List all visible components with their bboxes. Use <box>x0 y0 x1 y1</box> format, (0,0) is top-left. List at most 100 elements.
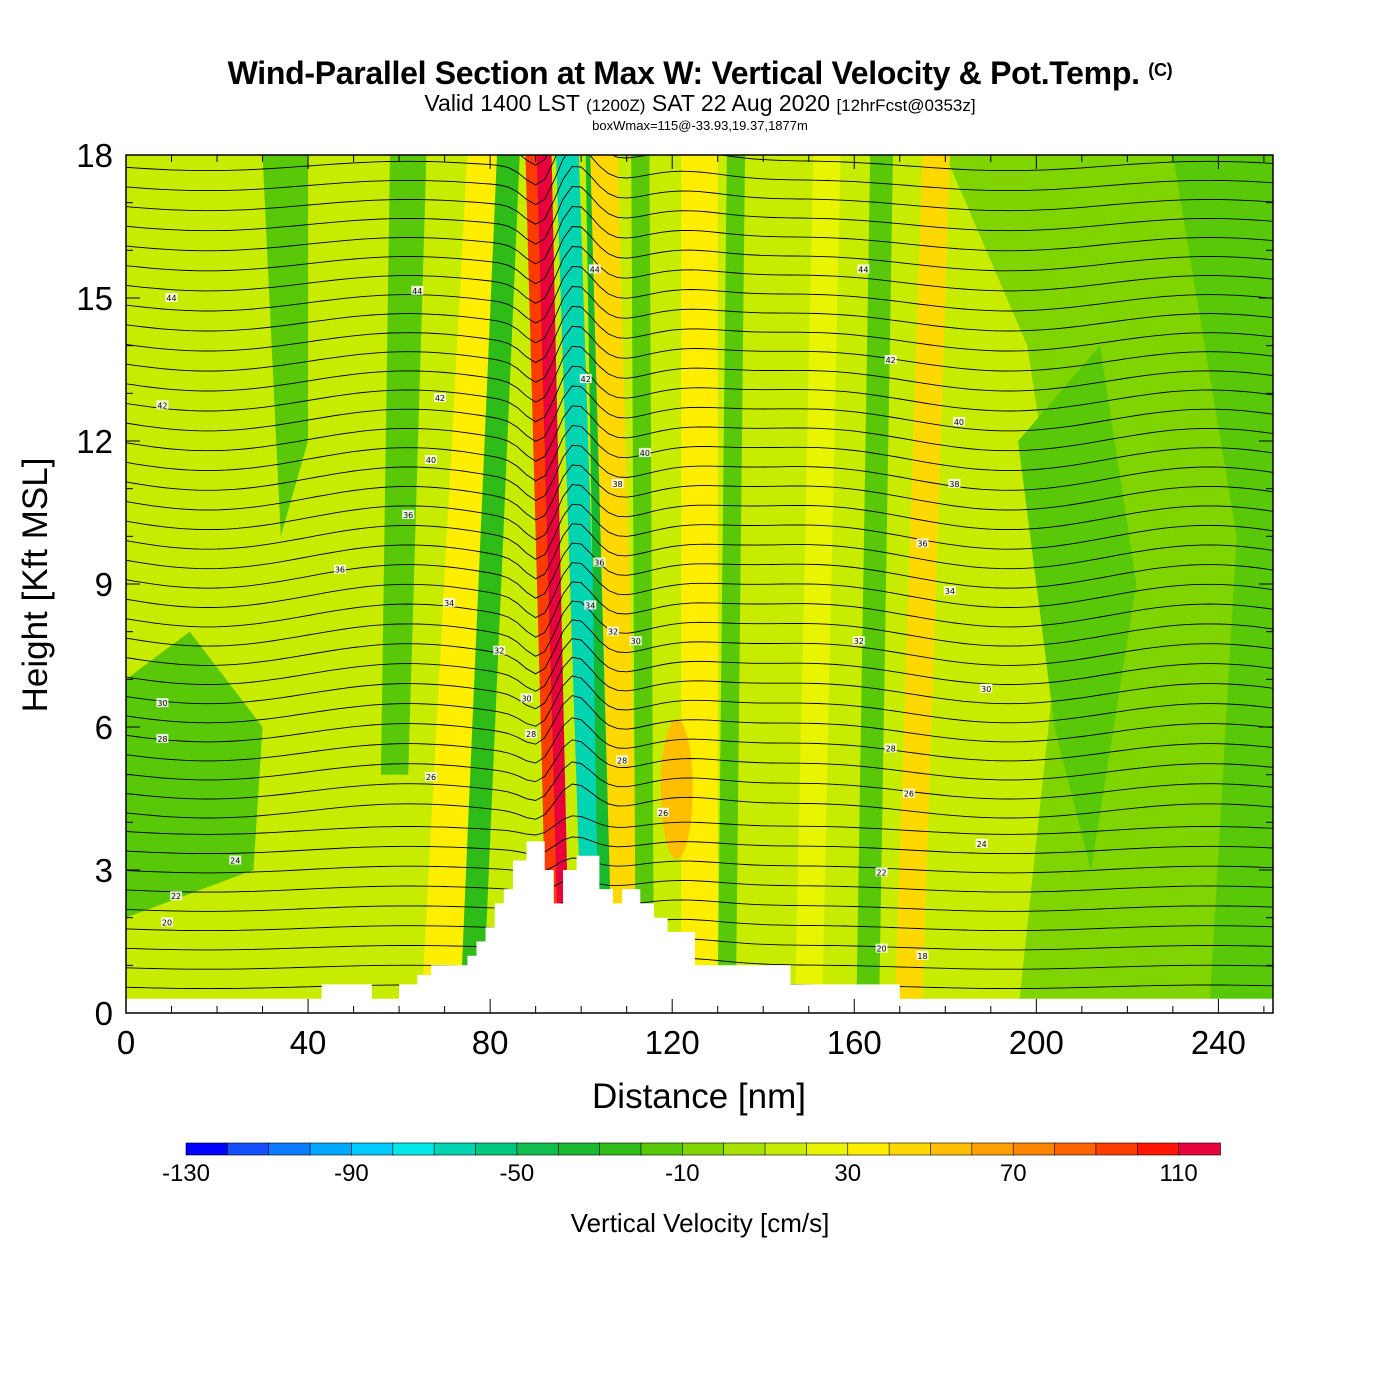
terrain-fill <box>126 841 1273 1013</box>
velocity-field <box>126 155 1273 1013</box>
theta-contour <box>126 619 1273 675</box>
terrain-mask <box>126 841 1273 1013</box>
contour-label: 24 <box>230 856 240 865</box>
contour-label-bg <box>411 285 424 295</box>
theta-contour <box>126 717 1273 764</box>
x-tick-label: 200 <box>1009 1024 1064 1061</box>
contour-label: 38 <box>612 480 622 489</box>
contour-labels: 44 44 44 44 42 42 42 42 40 40 40 38 38 36 36 36 36 34 34 34… <box>156 264 993 961</box>
colorbar-swatch <box>475 1142 518 1156</box>
contour-label: 40 <box>954 418 964 427</box>
colorbar-swatch <box>1136 1142 1180 1156</box>
colorbar-tick-label: 110 <box>1160 1160 1198 1187</box>
colorbar-title: Vertical Velocity [cm/s] <box>571 1208 830 1238</box>
colorbar-tick-label: 70 <box>1000 1160 1027 1187</box>
theta-contour <box>126 957 1273 970</box>
stripe-up-2 <box>590 155 641 999</box>
colorbar-swatch <box>309 1142 353 1156</box>
colorbar-swatch <box>557 1142 601 1156</box>
contour-label-bg <box>852 636 865 646</box>
theta-contour <box>126 345 1273 403</box>
contour-label-bg <box>943 586 956 596</box>
colorbar-swatch <box>888 1142 932 1156</box>
theta-contour <box>126 675 1273 727</box>
colorbar-swatch <box>268 1142 311 1156</box>
contour-label: 26 <box>426 773 436 782</box>
theta-contour <box>126 484 1273 541</box>
contour-label: 30 <box>981 685 991 694</box>
theta-contour <box>126 836 1273 855</box>
colorbar-swatch <box>392 1142 435 1156</box>
contour-label-bg <box>165 293 178 302</box>
x-tick-label: 120 <box>645 1024 700 1061</box>
updraft-blob <box>660 718 693 859</box>
contour-label-bg <box>333 564 346 574</box>
contour-label: 44 <box>590 265 600 274</box>
contour-label: 22 <box>876 868 886 877</box>
colorbar-tick-label: -130 <box>162 1160 210 1187</box>
contour-label: 42 <box>435 394 445 403</box>
stripe-down-main <box>556 155 607 999</box>
colorbar-swatch <box>764 1142 808 1156</box>
contour-label-bg <box>424 455 437 465</box>
theta-contour <box>126 464 1273 521</box>
contour-label-bg <box>170 891 183 901</box>
contour-label-bg <box>657 807 670 817</box>
colorbar-swatch <box>433 1142 477 1156</box>
theta-contour <box>126 638 1273 692</box>
contour-label-bg <box>424 772 437 782</box>
contour-label: 42 <box>157 401 167 410</box>
contour-label: 32 <box>608 628 618 637</box>
theta-contour <box>126 783 1273 820</box>
x-tick-label: 160 <box>827 1024 882 1061</box>
contour-label-bg <box>611 478 624 488</box>
colorbar-swatch <box>185 1142 229 1156</box>
contour-label-bg <box>857 264 870 274</box>
theta-contour <box>126 226 1273 285</box>
contour-label-bg <box>616 755 629 765</box>
theta-contour <box>126 365 1273 423</box>
contour-label: 34 <box>444 599 454 608</box>
theta-contour <box>126 425 1273 482</box>
theta-contour <box>126 739 1273 783</box>
stripe-up-4 <box>795 155 841 999</box>
y-axis-title: Height [Kft MSL] <box>16 458 55 713</box>
theta-contour <box>126 562 1273 619</box>
contour-label: 18 <box>917 952 927 961</box>
contour-label: 36 <box>594 559 604 568</box>
contour-label-bg <box>434 393 447 403</box>
contour-label-bg <box>229 855 242 865</box>
theta-contour <box>126 405 1273 462</box>
theta-contour <box>126 385 1273 443</box>
theta-contour <box>126 761 1273 801</box>
theta-contour <box>126 186 1273 245</box>
contour-label-bg <box>980 683 993 693</box>
y-tick-label: 12 <box>76 423 113 460</box>
theta-contour <box>126 444 1273 502</box>
contour-label: 40 <box>426 456 436 465</box>
band-west-stripe <box>262 155 309 537</box>
theta-contour <box>126 695 1273 745</box>
contour-label-bg <box>588 264 601 274</box>
theta-contour <box>126 155 1273 206</box>
contour-label: 26 <box>658 809 668 818</box>
theta-contour <box>126 899 1273 912</box>
colorbar-tick-label: 30 <box>834 1160 861 1187</box>
theta-contour <box>126 815 1273 836</box>
colorbar-swatch <box>971 1142 1015 1156</box>
theta-contour <box>126 155 1273 186</box>
colorbar-swatch <box>1012 1142 1056 1156</box>
contour-label-bg <box>156 400 169 410</box>
stripe-up-5 <box>895 155 950 999</box>
contour-label: 20 <box>876 945 886 954</box>
theta-contour <box>126 246 1273 304</box>
colorbar-swatch <box>599 1142 642 1156</box>
contour-label-bg <box>156 698 169 708</box>
contour-label: 44 <box>858 265 868 274</box>
contour-label: 40 <box>640 449 650 458</box>
title-block: Wind-Parallel Section at Max W: Vertical… <box>0 52 1400 134</box>
contour-label: 32 <box>854 637 864 646</box>
theta-contour <box>126 286 1273 344</box>
stripe-up-core <box>525 155 560 999</box>
contour-label-bg <box>493 645 506 655</box>
